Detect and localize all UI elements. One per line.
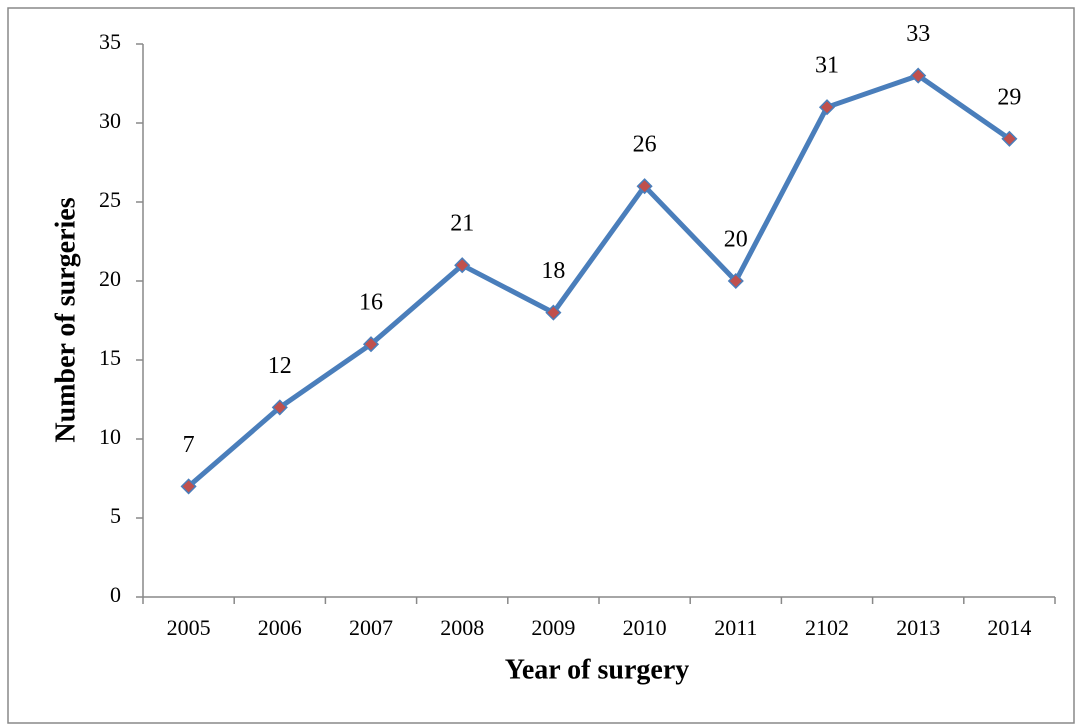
data-label: 18 — [541, 258, 565, 284]
marker — [1001, 130, 1018, 147]
data-label: 7 — [183, 432, 195, 458]
y-axis-title: Number of surgeries — [50, 197, 81, 442]
y-tick-label: 30 — [99, 108, 121, 133]
marker — [636, 178, 653, 195]
data-label: 16 — [359, 290, 383, 316]
x-tick-label: 2011 — [714, 615, 757, 640]
y-tick-label: 20 — [99, 266, 121, 291]
x-tick-label: 2102 — [805, 615, 849, 640]
y-tick-label: 0 — [110, 582, 121, 607]
marker — [910, 67, 927, 84]
y-tick-label: 25 — [99, 187, 121, 212]
x-tick-label: 2010 — [623, 615, 667, 640]
x-tick-label: 2013 — [896, 615, 940, 640]
marker — [727, 272, 744, 290]
x-tick-label: 2005 — [167, 615, 211, 640]
x-tick-label: 2008 — [440, 615, 484, 640]
series-line — [186, 73, 1011, 489]
chart-frame — [7, 7, 1075, 724]
marker — [271, 399, 288, 416]
y-tick-label: 35 — [99, 29, 121, 54]
y-tick-label: 5 — [110, 503, 121, 528]
x-tick-label: 2009 — [531, 615, 575, 640]
data-label: 31 — [815, 53, 839, 79]
marker — [180, 478, 197, 495]
marker — [545, 304, 562, 321]
data-label: 12 — [268, 353, 292, 379]
x-tick-label: 2006 — [258, 615, 302, 640]
x-tick-label: 2014 — [987, 615, 1031, 640]
data-label: 29 — [997, 84, 1021, 110]
marker — [454, 257, 471, 274]
data-label: 33 — [906, 21, 930, 47]
data-label: 20 — [724, 227, 748, 253]
data-label: 26 — [633, 132, 657, 158]
marker — [362, 336, 380, 353]
y-tick-label: 15 — [99, 345, 121, 370]
data-label: 21 — [450, 211, 474, 237]
x-axis-title: Year of surgery — [505, 654, 690, 685]
marker — [818, 99, 836, 116]
y-tick-label: 10 — [99, 424, 121, 449]
x-tick-label: 2007 — [349, 615, 393, 640]
